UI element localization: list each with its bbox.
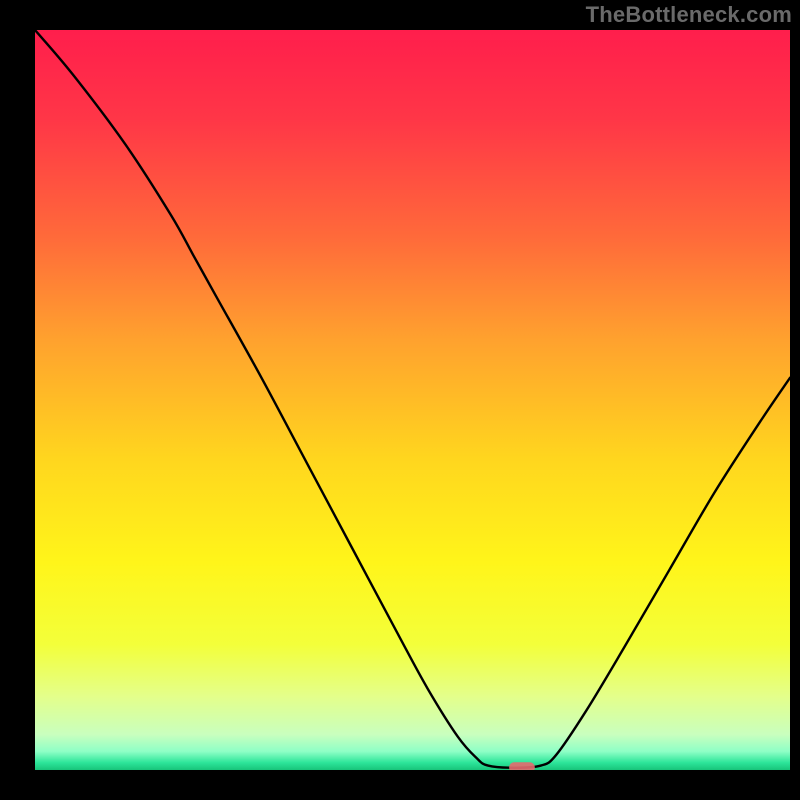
chart-svg (35, 30, 790, 770)
chart-container: TheBottleneck.com (0, 0, 800, 800)
optimal-point-marker (509, 762, 535, 770)
plot-area (35, 30, 790, 770)
watermark-text: TheBottleneck.com (586, 2, 792, 28)
